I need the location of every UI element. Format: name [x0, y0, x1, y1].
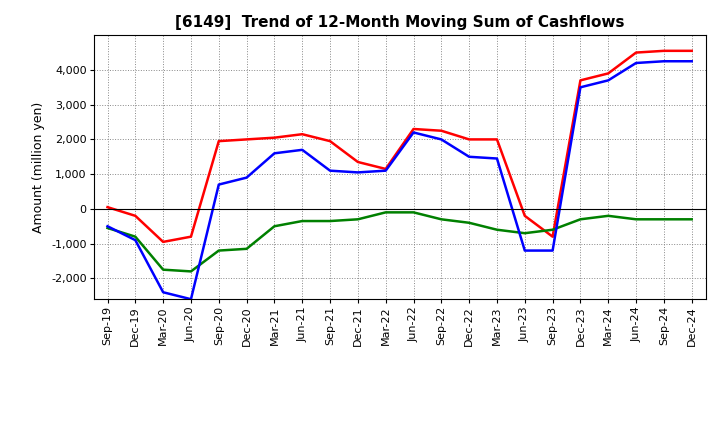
Operating Cashflow — [103, 205, 112, 210]
Operating Cashflow — [604, 71, 613, 76]
Free Cashflow — [549, 248, 557, 253]
Investing Cashflow — [521, 231, 529, 236]
Free Cashflow — [492, 156, 501, 161]
Operating Cashflow — [270, 135, 279, 140]
Free Cashflow — [298, 147, 307, 153]
Investing Cashflow — [270, 224, 279, 229]
Operating Cashflow — [215, 139, 223, 144]
Investing Cashflow — [465, 220, 474, 225]
Free Cashflow — [576, 84, 585, 90]
Line: Free Cashflow: Free Cashflow — [107, 61, 692, 299]
Investing Cashflow — [354, 216, 362, 222]
Investing Cashflow — [576, 216, 585, 222]
Operating Cashflow — [437, 128, 446, 133]
Free Cashflow — [437, 137, 446, 142]
Operating Cashflow — [660, 48, 668, 54]
Free Cashflow — [521, 248, 529, 253]
Investing Cashflow — [382, 210, 390, 215]
Line: Investing Cashflow: Investing Cashflow — [107, 213, 692, 271]
Title: [6149]  Trend of 12-Month Moving Sum of Cashflows: [6149] Trend of 12-Month Moving Sum of C… — [175, 15, 624, 30]
Operating Cashflow — [382, 166, 390, 172]
Operating Cashflow — [549, 234, 557, 239]
Investing Cashflow — [325, 218, 334, 224]
Free Cashflow — [465, 154, 474, 159]
Investing Cashflow — [660, 216, 668, 222]
Investing Cashflow — [549, 227, 557, 232]
Investing Cashflow — [409, 210, 418, 215]
Operating Cashflow — [465, 137, 474, 142]
Free Cashflow — [242, 175, 251, 180]
Free Cashflow — [131, 238, 140, 243]
Investing Cashflow — [242, 246, 251, 252]
Free Cashflow — [325, 168, 334, 173]
Operating Cashflow — [492, 137, 501, 142]
Investing Cashflow — [131, 234, 140, 239]
Investing Cashflow — [186, 269, 195, 274]
Investing Cashflow — [159, 267, 168, 272]
Operating Cashflow — [576, 78, 585, 83]
Free Cashflow — [660, 59, 668, 64]
Free Cashflow — [631, 60, 640, 66]
Operating Cashflow — [631, 50, 640, 55]
Operating Cashflow — [242, 137, 251, 142]
Investing Cashflow — [631, 216, 640, 222]
Investing Cashflow — [604, 213, 613, 219]
Operating Cashflow — [298, 132, 307, 137]
Operating Cashflow — [521, 213, 529, 219]
Operating Cashflow — [159, 239, 168, 245]
Free Cashflow — [270, 150, 279, 156]
Operating Cashflow — [131, 213, 140, 219]
Free Cashflow — [215, 182, 223, 187]
Y-axis label: Amount (million yen): Amount (million yen) — [32, 102, 45, 233]
Investing Cashflow — [437, 216, 446, 222]
Investing Cashflow — [215, 248, 223, 253]
Free Cashflow — [354, 170, 362, 175]
Free Cashflow — [688, 59, 696, 64]
Investing Cashflow — [298, 218, 307, 224]
Free Cashflow — [409, 130, 418, 135]
Investing Cashflow — [492, 227, 501, 232]
Free Cashflow — [186, 297, 195, 302]
Investing Cashflow — [688, 216, 696, 222]
Operating Cashflow — [688, 48, 696, 54]
Free Cashflow — [382, 168, 390, 173]
Free Cashflow — [604, 78, 613, 83]
Investing Cashflow — [103, 225, 112, 231]
Operating Cashflow — [186, 234, 195, 239]
Line: Operating Cashflow: Operating Cashflow — [107, 51, 692, 242]
Operating Cashflow — [325, 139, 334, 144]
Free Cashflow — [103, 224, 112, 229]
Operating Cashflow — [409, 126, 418, 132]
Operating Cashflow — [354, 159, 362, 165]
Free Cashflow — [159, 290, 168, 295]
